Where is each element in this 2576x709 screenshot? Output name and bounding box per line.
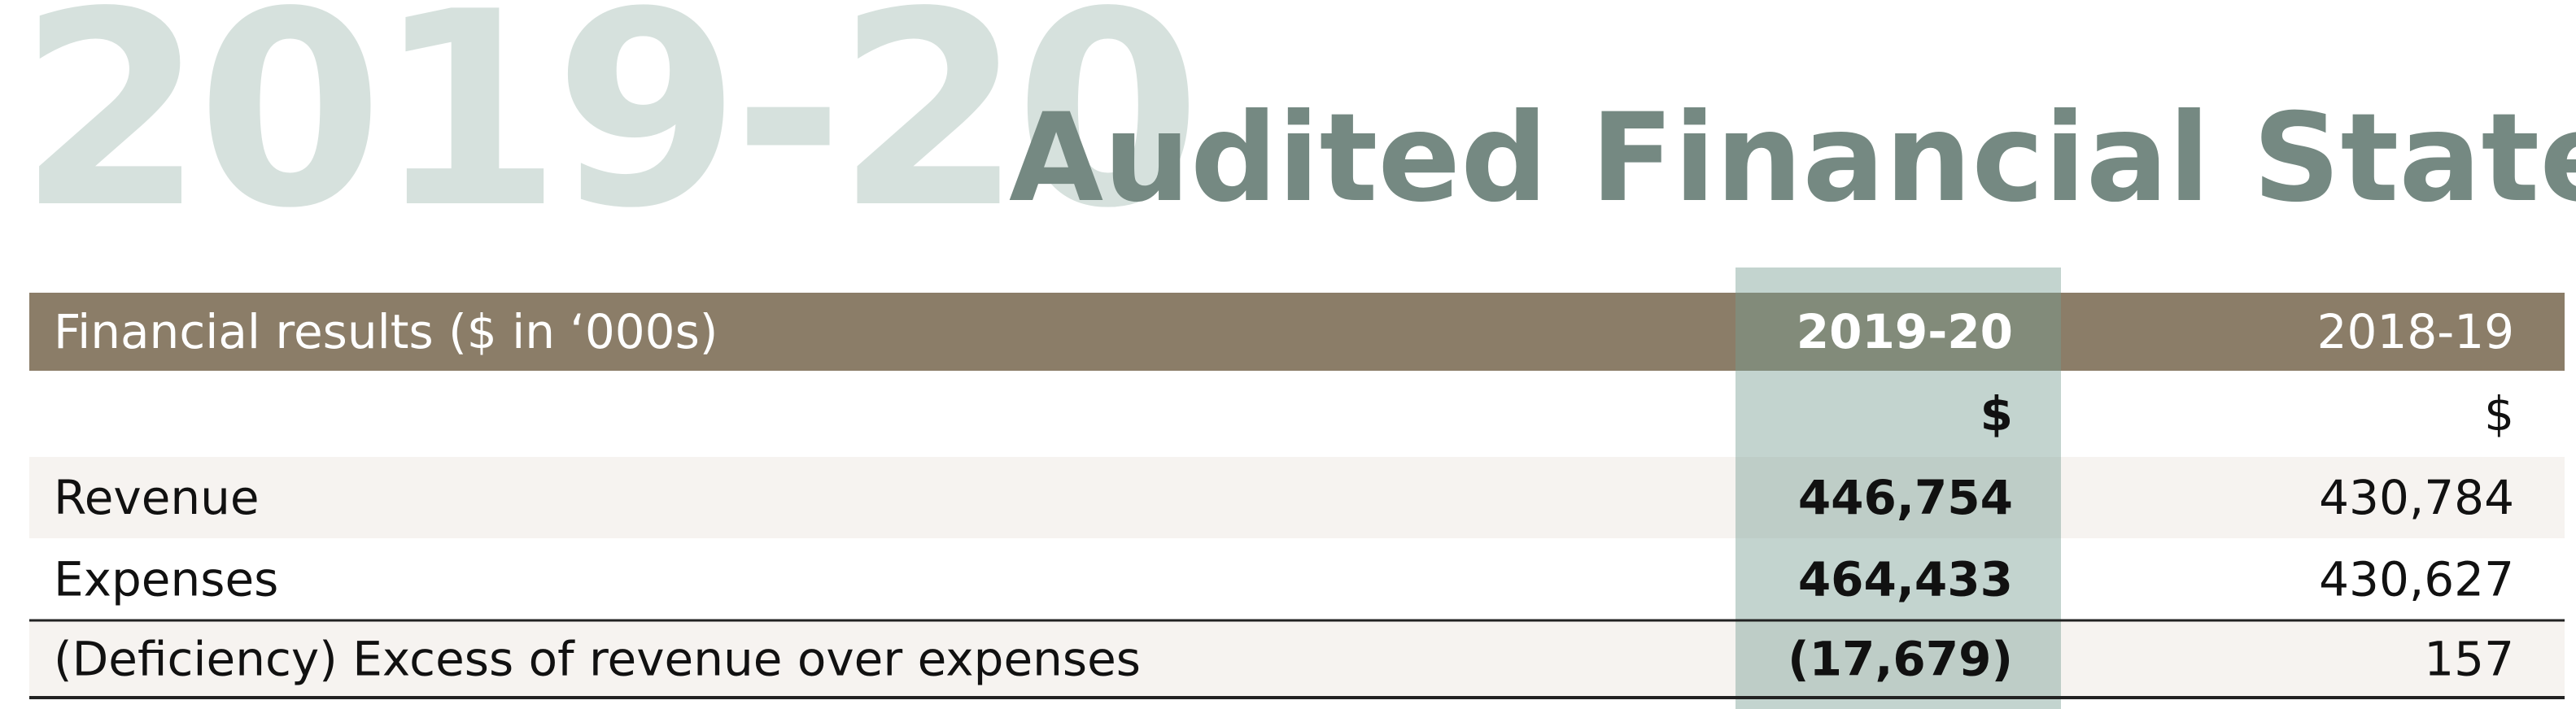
title-year: 2019-20 bbox=[18, 0, 1194, 267]
header-cell: 2019-20 bbox=[1797, 304, 2013, 359]
table: Financial results ($ in ‘000s) 2019-20 201… bbox=[29, 268, 2565, 709]
header-cell: Financial results ($ in ‘000s) bbox=[54, 304, 718, 359]
table-cell: 446,754 bbox=[1798, 470, 2013, 525]
table-cell: 430,627 bbox=[2319, 552, 2514, 607]
highlight-column bbox=[1736, 268, 2061, 709]
row-background bbox=[29, 371, 2565, 457]
title-text: Audited Financial Statements bbox=[1009, 88, 2576, 229]
header-bar bbox=[29, 293, 2565, 371]
table-cell: Expenses bbox=[54, 552, 278, 607]
header-cell: 2018-19 bbox=[2317, 304, 2514, 359]
table-cell: $ bbox=[2484, 386, 2514, 441]
table-cell: 157 bbox=[2424, 632, 2514, 687]
table-cell: (17,679) bbox=[1788, 632, 2013, 687]
row-background bbox=[29, 620, 2565, 698]
table-cell: (Deficiency) Excess of revenue over expe… bbox=[54, 632, 1141, 687]
row-background bbox=[29, 538, 2565, 620]
table-cell: Revenue bbox=[54, 470, 260, 525]
table-cell: 464,433 bbox=[1798, 552, 2013, 607]
row-background bbox=[29, 457, 2565, 538]
table-cell: $ bbox=[1980, 386, 2013, 441]
table-cell: 430,784 bbox=[2319, 470, 2514, 525]
